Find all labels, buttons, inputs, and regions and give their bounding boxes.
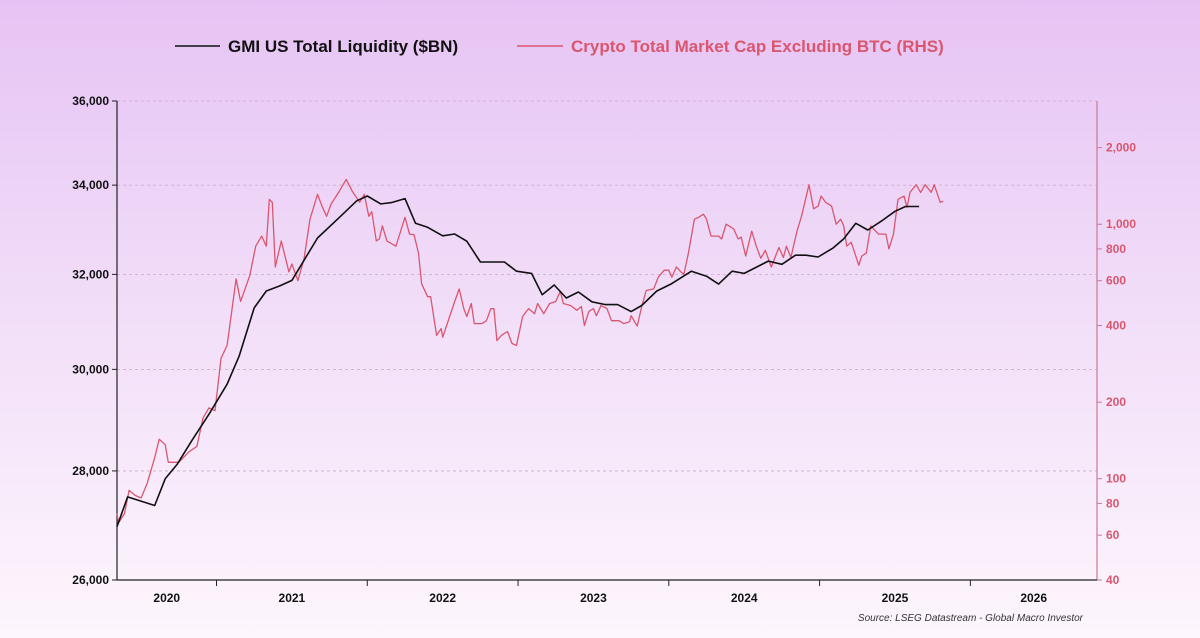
left-tick-label: 28,000	[72, 464, 109, 478]
series-lines	[116, 178, 944, 527]
x-tick-label: 2023	[580, 591, 607, 605]
right-tick-label: 100	[1106, 472, 1126, 486]
right-tick-label: 600	[1106, 274, 1126, 288]
x-tick-label: 2026	[1020, 591, 1047, 605]
x-tick-label: 2021	[279, 591, 306, 605]
x-tick-label: 2024	[731, 591, 758, 605]
legend-label-crypto: Crypto Total Market Cap Excluding BTC (R…	[571, 37, 944, 56]
right-tick-label: 2,000	[1106, 141, 1136, 155]
x-tick-label: 2022	[429, 591, 456, 605]
x-tick-label: 2020	[153, 591, 180, 605]
right-tick-label: 800	[1106, 242, 1126, 256]
legend-label-liquidity: GMI US Total Liquidity ($BN)	[228, 37, 458, 56]
left-axis-ticks: 26,000 28,000 30,000 32,000 34,000 36,000	[72, 94, 117, 587]
right-tick-label: 400	[1106, 319, 1126, 333]
right-tick-label: 1,000	[1106, 217, 1136, 231]
left-tick-label: 30,000	[72, 362, 109, 376]
legend: GMI US Total Liquidity ($BN) Crypto Tota…	[175, 37, 944, 56]
left-tick-label: 32,000	[72, 267, 109, 281]
x-axis-ticks: 2020 2021 2022 2023 2024 2025 2026	[153, 580, 1047, 605]
axes	[116, 101, 1098, 581]
right-tick-label: 80	[1106, 496, 1120, 510]
right-axis-ticks: 40 60 80 100 200 400 600 800 1,000 2,000	[1097, 141, 1136, 587]
x-tick-label: 2025	[882, 591, 909, 605]
left-tick-label: 26,000	[72, 573, 109, 587]
crypto-market-cap-line	[116, 178, 944, 524]
left-tick-label: 36,000	[72, 94, 109, 108]
right-tick-label: 40	[1106, 573, 1120, 587]
gridlines	[117, 100, 1097, 472]
liquidity-line	[116, 195, 920, 527]
right-tick-label: 60	[1106, 528, 1120, 542]
right-tick-label: 200	[1106, 395, 1126, 409]
left-tick-label: 34,000	[72, 178, 109, 192]
source-note: Source: LSEG Datastream - Global Macro I…	[858, 613, 1084, 624]
